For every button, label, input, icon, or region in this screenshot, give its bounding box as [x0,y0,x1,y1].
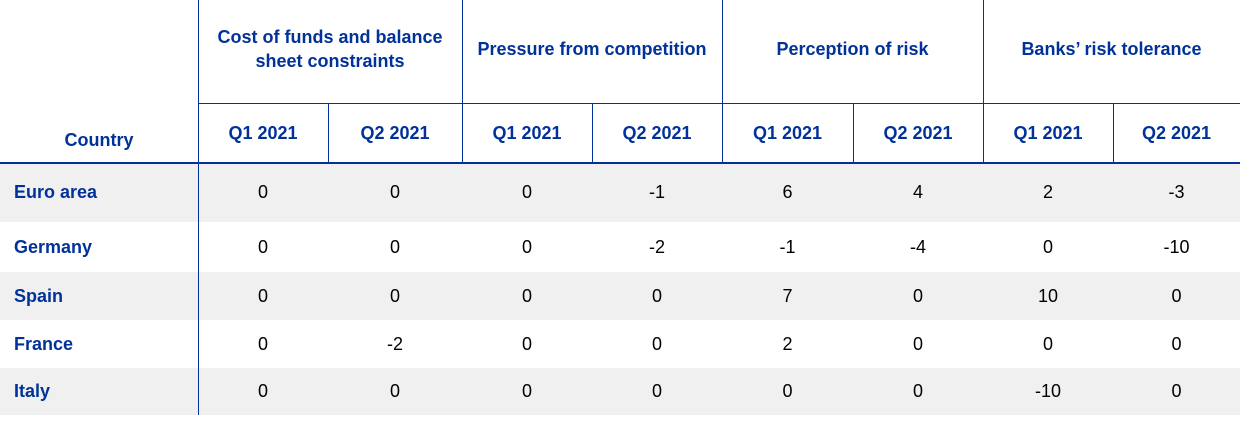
value-cell: 6 [782,182,793,202]
divider [462,0,463,163]
group-header: Perception of risk [776,38,929,59]
country-label: Germany [14,236,93,257]
divider [853,103,854,163]
value-cell: 0 [389,381,400,401]
group-header: Pressure from competition [477,38,707,59]
divider [198,103,1240,104]
value-cell: 0 [782,381,793,401]
value-cell: -2 [386,333,403,354]
value-cell: 0 [1171,381,1182,401]
value-cell: -10 [1163,236,1190,257]
sub-header: Q1 2021 [1013,122,1083,143]
divider [328,103,329,163]
value-cell: 0 [1171,333,1182,354]
value-cell: 0 [521,182,532,202]
value-cell: 2 [782,333,793,354]
divider [0,162,1240,164]
divider [198,0,199,415]
sub-header: Q2 2021 [883,122,953,143]
value-cell: -2 [648,236,665,257]
sub-header: Q2 2021 [360,122,430,143]
sub-header: Q1 2021 [752,122,823,143]
group-header: Banks’ risk tolerance [1021,38,1202,59]
value-cell: 0 [521,236,532,257]
value-cell: 0 [912,285,923,306]
row-shade [0,368,1240,415]
value-cell: 0 [651,285,662,306]
value-cell: 0 [912,381,923,401]
sub-header: Q2 2021 [1141,122,1212,143]
value-cell: 10 [1037,285,1059,306]
value-cell: 0 [257,236,268,257]
group-header: Cost of funds and balance sheet constrai… [217,27,443,71]
value-cell: -1 [648,182,665,202]
value-cell: 7 [782,285,793,306]
value-cell: 0 [1042,333,1053,354]
row-shade [0,272,1240,320]
divider [983,0,984,163]
country-label: Spain [14,285,64,306]
value-cell: -1 [779,236,796,257]
divider [592,103,593,163]
value-cell: 0 [389,182,400,202]
sub-header: Q1 2021 [228,122,298,143]
value-cell: 0 [257,333,268,354]
value-cell: 0 [651,333,662,354]
country-label: Italy [14,381,51,401]
value-cell: -10 [1034,381,1061,401]
value-cell: -3 [1168,182,1185,202]
value-cell: 0 [257,182,268,202]
value-cell: 0 [1171,285,1182,306]
value-cell: -4 [909,236,926,257]
corner-header: Country [64,130,134,150]
value-cell: 2 [1042,182,1053,202]
divider [1113,103,1114,163]
value-cell: 0 [389,236,400,257]
value-cell: 0 [389,285,400,306]
value-cell: 0 [912,333,923,354]
row-shade [0,163,1240,222]
value-cell: 0 [257,285,268,306]
country-label: France [14,333,74,354]
value-cell: 0 [521,333,532,354]
value-cell: 0 [257,381,268,401]
divider [722,0,723,163]
value-cell: 0 [651,381,662,401]
value-cell: 0 [521,285,532,306]
value-cell: 4 [912,182,923,202]
sub-header: Q2 2021 [622,122,692,143]
value-cell: 0 [521,381,532,401]
country-label: Euro area [14,182,98,202]
value-cell: 0 [1042,236,1053,257]
sub-header: Q1 2021 [492,122,562,143]
